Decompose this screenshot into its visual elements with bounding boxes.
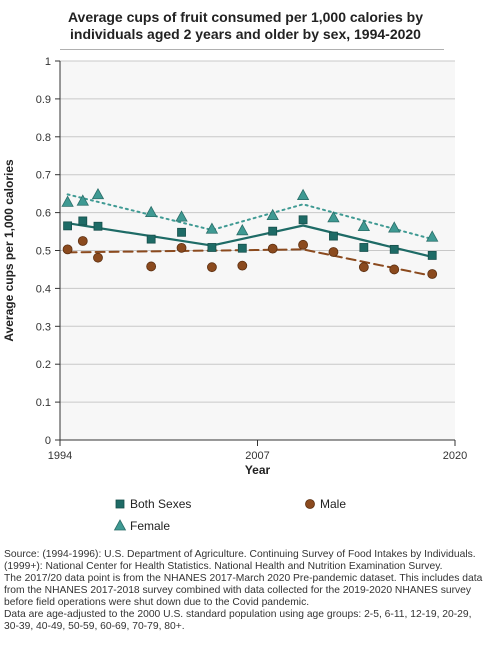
x-tick-label: 2020 xyxy=(443,450,467,462)
both-sexes-marker xyxy=(268,226,278,236)
female-marker xyxy=(175,210,188,222)
both-sexes-marker xyxy=(359,243,369,252)
y-tick-label: 0.2 xyxy=(36,359,51,371)
source-footnote: Source: (1994-1996): U.S. Department of … xyxy=(4,549,488,633)
y-tick-label: 0.4 xyxy=(36,283,51,295)
male-trend-line xyxy=(66,248,434,277)
female-marker xyxy=(91,187,105,200)
male-marker xyxy=(358,262,369,273)
y-tick-label: 1 xyxy=(45,56,51,68)
male-marker xyxy=(77,236,88,246)
female-trend-line xyxy=(66,193,434,241)
legend-both-sexes-marker xyxy=(115,499,125,509)
male-marker xyxy=(207,262,217,273)
y-tick-label: 0.1 xyxy=(36,397,51,409)
legend-both-sexes-label: Both Sexes xyxy=(130,497,191,511)
both-sexes-trend-line xyxy=(66,222,434,258)
legend-female-marker xyxy=(113,519,127,531)
footnote-age-adjustment: Data are age-adjusted to the 2000 U.S. s… xyxy=(4,609,472,632)
axes: 0 0.1 0.2 0.3 0.4 0.5 0.6 0.7 0.8 0.9 1 1994 2007 202… xyxy=(2,56,467,477)
legend-male-label: Male xyxy=(320,497,346,511)
female-marker xyxy=(357,219,371,232)
both-sexes-marker xyxy=(146,234,156,244)
chart-plot: 0 0.1 0.2 0.3 0.4 0.5 0.6 0.7 0.8 0.9 1 1994 2007 202… xyxy=(2,56,467,533)
male-marker xyxy=(146,261,157,272)
x-tick-label: 2007 xyxy=(245,450,269,462)
footnote-dataset: The 2017/20 data point is from the NHANE… xyxy=(4,573,483,608)
male-marker xyxy=(237,260,248,271)
both-sexes-marker xyxy=(427,251,437,260)
female-marker xyxy=(327,211,340,223)
y-tick-label: 0 xyxy=(45,435,51,447)
both-sexes-marker xyxy=(78,216,88,226)
female-marker xyxy=(236,223,249,236)
male-marker xyxy=(389,264,400,275)
trend-lines xyxy=(66,193,434,277)
both-sexes-marker xyxy=(389,244,399,254)
male-marker xyxy=(93,252,103,263)
y-tick-label: 0.5 xyxy=(36,246,51,258)
footnote-source: Source: (1994-1996): U.S. Department of … xyxy=(4,549,476,572)
male-marker xyxy=(62,244,73,255)
female-marker xyxy=(76,194,89,206)
chart-title-line-1: Average cups of fruit consumed per 1,000… xyxy=(67,9,424,25)
both-sexes-marker xyxy=(329,231,338,241)
both-sexes-marker xyxy=(298,215,308,225)
legend: Both Sexes Male Female xyxy=(113,497,346,533)
both-sexes-marker xyxy=(207,243,217,252)
x-axis-title: Year xyxy=(245,463,271,477)
female-marker xyxy=(426,230,439,242)
y-axis-title: Average cups per 1,000 calories xyxy=(2,159,16,342)
chart-title-line-2: individuals aged 2 years and older by se… xyxy=(70,26,421,42)
y-tick-label: 0.3 xyxy=(36,321,51,333)
female-marker xyxy=(388,221,401,233)
female-marker xyxy=(61,195,74,207)
y-tick-label: 0.6 xyxy=(36,208,51,220)
female-marker xyxy=(266,208,279,221)
male-marker xyxy=(267,243,278,254)
y-tick-label: 0.9 xyxy=(36,94,51,106)
female-marker xyxy=(144,205,158,218)
male-marker xyxy=(176,242,187,253)
chart-title: Average cups of fruit consumed per 1,000… xyxy=(10,9,481,43)
both-sexes-marker xyxy=(63,221,72,231)
male-marker xyxy=(298,239,308,250)
both-sexes-marker xyxy=(237,243,247,253)
female-marker xyxy=(205,222,219,234)
y-tick-label: 0.7 xyxy=(36,170,51,182)
female-marker xyxy=(296,188,310,200)
male-marker xyxy=(427,269,438,279)
x-tick-label: 1994 xyxy=(48,450,72,462)
male-marker xyxy=(328,247,339,257)
both-sexes-marker xyxy=(177,227,186,237)
y-tick-label: 0.8 xyxy=(36,132,51,144)
data-markers xyxy=(61,187,439,279)
legend-male-marker xyxy=(305,499,315,509)
legend-female-label: Female xyxy=(130,519,170,533)
title-divider xyxy=(60,49,444,50)
both-sexes-marker xyxy=(93,221,103,231)
